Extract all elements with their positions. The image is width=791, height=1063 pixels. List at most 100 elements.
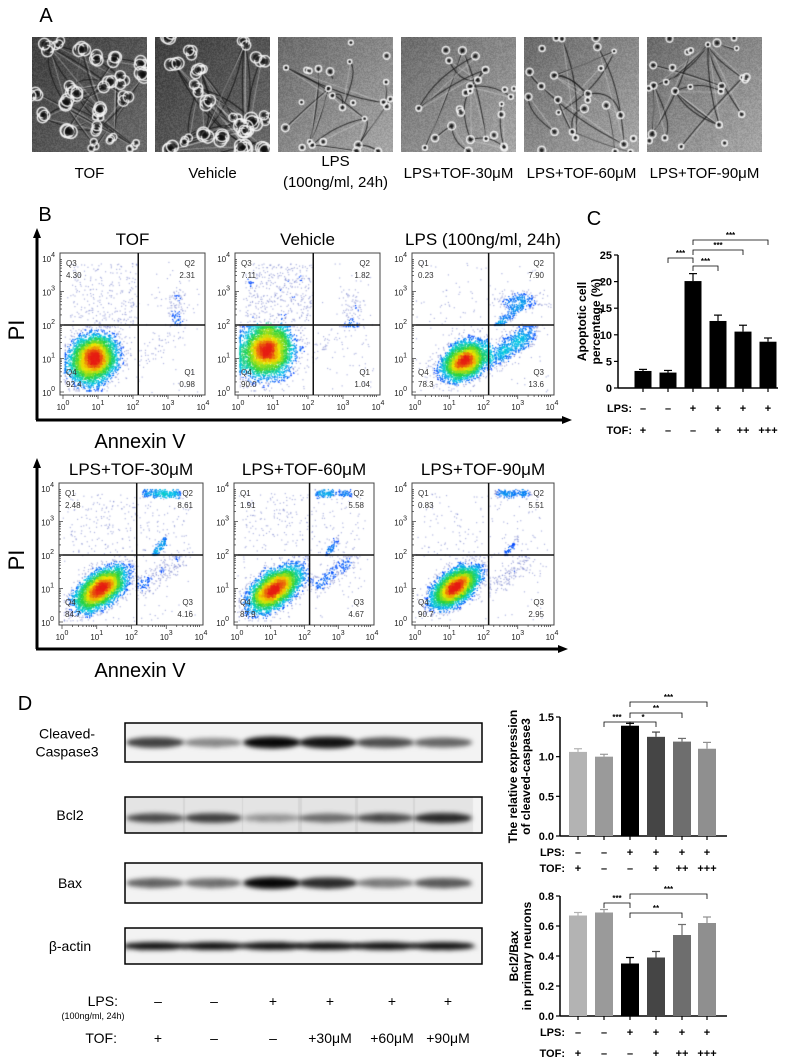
quadrant-label-bottom-left: Q4 (240, 598, 251, 607)
tick-base: 10 (125, 633, 134, 642)
x-tick-label: 100 (409, 400, 422, 412)
tick-exponent: 0 (225, 616, 229, 623)
x-tick-label: 100 (232, 400, 245, 412)
tick-base: 10 (217, 289, 226, 298)
y-tick-label: 104 (394, 482, 407, 494)
tick-exponent: 4 (555, 630, 559, 637)
tick-base: 10 (216, 619, 225, 628)
tick-base: 10 (92, 403, 101, 412)
tick-base: 10 (302, 403, 311, 412)
lps-condition-symbol: + (704, 847, 710, 859)
tof-condition-symbol: – (627, 1048, 633, 1060)
lps-condition-symbol: + (653, 847, 659, 859)
tick-exponent: 0 (241, 400, 245, 407)
lps-row-label: LPS: (540, 847, 565, 859)
tick-exponent: 0 (226, 386, 230, 393)
tick-base: 10 (217, 389, 226, 398)
y-tick-label: 103 (394, 516, 407, 528)
quadrant-label-top-right: Q2 (533, 489, 544, 498)
tof-condition-symbol: +++ (697, 863, 716, 875)
micrograph-0 (32, 37, 147, 152)
x-tick-label: 104 (366, 630, 379, 642)
blot-label-line2: Caspase3 (35, 744, 98, 760)
x-tick-label: 104 (546, 630, 559, 642)
micrograph-caption: LPS+TOF-30μM (404, 165, 514, 182)
y-tick-label: 101 (394, 583, 407, 595)
y-axis-label-line1: Bcl2/Bax (507, 930, 521, 981)
tick-base: 10 (90, 633, 99, 642)
tick-exponent: 3 (341, 630, 345, 637)
tick-exponent: 1 (452, 400, 456, 407)
micrograph-caption: LPS+TOF-60μM (527, 165, 637, 182)
tick-base: 10 (42, 356, 51, 365)
quadrant-label-top-left: Q1 (418, 259, 429, 268)
y-tick-label: 5 (606, 356, 612, 368)
tick-base: 10 (443, 403, 452, 412)
blot-frame (124, 862, 483, 904)
tof-row-label: TOF: (85, 1030, 117, 1046)
tof-condition-symbol: + (653, 1048, 659, 1060)
x-tick-label: 104 (197, 400, 210, 412)
x-tick-label: 103 (511, 400, 524, 412)
flow-plot-frame (411, 252, 555, 396)
flow-scatter-2 (412, 253, 554, 395)
y-tick-label: 100 (394, 616, 407, 628)
lps-condition-symbol: + (740, 403, 746, 415)
tof-condition-symbol: – (627, 863, 633, 875)
tof-row-label: TOF: (540, 1048, 565, 1060)
tick-base: 10 (409, 633, 418, 642)
tick-exponent: 1 (50, 583, 54, 590)
tick-exponent: 2 (226, 319, 230, 326)
flow-plot-frame (59, 252, 206, 396)
quadrant-value-top-right: 7.90 (528, 271, 544, 280)
tick-base: 10 (394, 356, 403, 365)
quadrant-value-top-left: 2.48 (65, 501, 81, 510)
bar (659, 372, 677, 388)
y-tick-label: 103 (41, 516, 54, 528)
x-tick-label: 103 (337, 400, 350, 412)
y-tick-label: 100 (216, 616, 229, 628)
bar (698, 923, 716, 1016)
tof-lane-symbol: – (210, 1030, 218, 1046)
tick-exponent: 1 (452, 630, 456, 637)
tick-base: 10 (195, 633, 204, 642)
x-tick-label: 104 (372, 400, 385, 412)
tick-exponent: 3 (171, 400, 175, 407)
tick-exponent: 4 (206, 400, 210, 407)
tick-exponent: 0 (403, 616, 407, 623)
quadrant-value-bottom-right: 4.16 (177, 610, 193, 619)
tof-lane-symbol: +30μM (308, 1030, 351, 1046)
lps-lane-symbol: + (388, 993, 396, 1009)
tick-exponent: 2 (136, 400, 140, 407)
tick-base: 10 (162, 403, 171, 412)
tick-base: 10 (298, 633, 307, 642)
flow-plot-0: 100100101101102102103103104104Q34.30Q22.… (42, 252, 209, 412)
y-axis-label-line1: The relative expression (506, 710, 520, 843)
tick-exponent: 0 (418, 630, 422, 637)
tick-base: 10 (264, 633, 273, 642)
y-tick-label: 104 (42, 252, 55, 264)
y-axis-label-line1: Apoptotic cell (575, 282, 589, 361)
tof-lane-symbol: + (154, 1030, 162, 1046)
y-tick-label: 100 (42, 386, 55, 398)
flow-plot-title: LPS (100ng/ml, 24h) (405, 230, 561, 249)
x-tick-label: 101 (264, 630, 277, 642)
tick-exponent: 4 (51, 252, 55, 259)
significance-label: *** (612, 894, 622, 903)
tick-base: 10 (42, 389, 51, 398)
y-tick-label: 25 (600, 250, 612, 262)
y-tick-label: 10 (600, 330, 612, 342)
y-tick-label: 0.4 (539, 951, 555, 963)
lps-condition-symbol: – (575, 1027, 581, 1039)
tof-condition-symbol: + (653, 863, 659, 875)
x-tick-label: 102 (125, 630, 138, 642)
micrograph-2 (278, 37, 393, 152)
quadrant-label-bottom-left: Q4 (418, 368, 429, 377)
tof-condition-symbol: +++ (758, 425, 777, 437)
quadrant-label-bottom-left: Q4 (65, 598, 76, 607)
tick-base: 10 (232, 403, 241, 412)
flow-plot-5: 100100101101102102103103104104Q10.83Q25.… (394, 482, 558, 642)
y-tick-label: 100 (394, 386, 407, 398)
x-tick-label: 100 (57, 400, 70, 412)
micrograph-caption: LPS (321, 153, 349, 170)
